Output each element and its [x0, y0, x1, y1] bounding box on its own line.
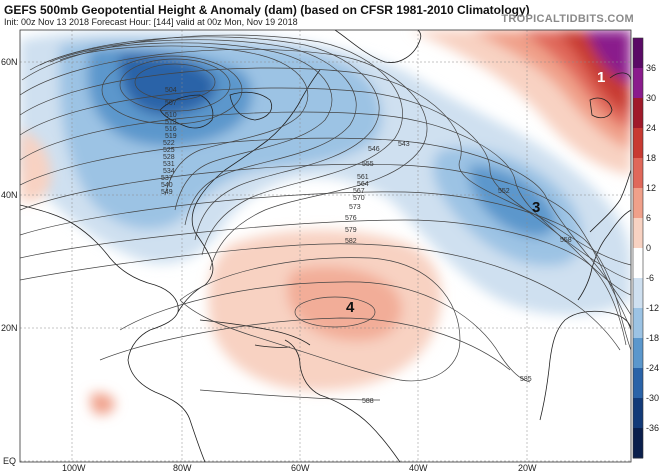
- marker-3: 3: [532, 199, 540, 216]
- contour-label-546: 546: [368, 146, 380, 153]
- contour-label-570: 570: [353, 195, 365, 202]
- colorbar-label: -18: [646, 333, 659, 343]
- height-contours: [20, 34, 631, 401]
- colorbar-swatch: [633, 68, 643, 99]
- colorbar-swatch: [633, 128, 643, 159]
- contour-label-552: 552: [498, 188, 510, 195]
- colorbar-swatch: [633, 428, 643, 459]
- contour-label-513: 513: [165, 119, 177, 126]
- lat-label-60n: 60N: [1, 57, 18, 67]
- colorbar-frame: [632, 37, 644, 459]
- colorbar-label: -30: [646, 393, 659, 403]
- colorbar-swatch: [633, 188, 643, 219]
- positive-anomaly-shading: [20, 30, 631, 415]
- contour-label-561: 561: [357, 174, 369, 181]
- longitude-labels: 100W 80W 60W 40W 20W: [62, 463, 537, 473]
- contour-label-510: 510: [165, 112, 177, 119]
- contour-label-534: 534: [163, 168, 175, 175]
- colorbar-label: 0: [646, 243, 651, 253]
- contour-label-528: 528: [163, 154, 175, 161]
- map-border: [19, 29, 632, 463]
- colorbar-swatch: [633, 158, 643, 189]
- contour-label-519: 519: [165, 133, 177, 140]
- colorbar-swatch: [633, 398, 643, 429]
- colorbar-label: -36: [646, 423, 659, 433]
- colorbar-swatch: [633, 278, 643, 309]
- contour-label-555: 555: [362, 161, 374, 168]
- contour-label-582: 582: [345, 238, 357, 245]
- contour-label-540: 540: [161, 182, 173, 189]
- contour-label-507: 507: [165, 100, 177, 107]
- colorbar-label: 36: [646, 63, 656, 73]
- colorbar-swatch: [633, 38, 643, 69]
- colorbar-label: 18: [646, 153, 656, 163]
- colorbar-label: 24: [646, 123, 656, 133]
- lon-label-80w: 80W: [173, 463, 192, 473]
- colorbar-label: 30: [646, 93, 656, 103]
- colorbar-swatch: [633, 368, 643, 399]
- contour-label-543: 543: [398, 141, 410, 148]
- contour-label-522: 522: [163, 140, 175, 147]
- colorbar-swatch: [633, 248, 643, 279]
- numbered-markers: 1 3 4: [346, 69, 605, 316]
- contour-label-576: 576: [345, 215, 357, 222]
- lon-label-100w: 100W: [62, 463, 86, 473]
- marker-4: 4: [346, 299, 355, 316]
- contour-label-585: 585: [520, 376, 532, 383]
- colorbar-label: -12: [646, 303, 659, 313]
- contour-label-504: 504: [165, 87, 177, 94]
- contour-label-579: 579: [345, 227, 357, 234]
- lon-label-20w: 20W: [518, 463, 537, 473]
- map-title: GEFS 500mb Geopotential Height & Anomaly…: [4, 3, 530, 17]
- contour-label-549: 549: [161, 189, 173, 196]
- colorbar-label: 6: [646, 213, 651, 223]
- colorbar-label: 12: [646, 183, 656, 193]
- contour-label-516: 516: [165, 126, 177, 133]
- contour-label-564: 564: [357, 181, 369, 188]
- colorbar-swatch: [633, 308, 643, 339]
- contour-label-567: 567: [353, 188, 365, 195]
- colorbar-swatch: [633, 338, 643, 369]
- contour-label-558: 558: [560, 237, 572, 244]
- lon-label-40w: 40W: [409, 463, 428, 473]
- colorbar: 36 30 24 18 12 6 0 -6 -12 -18 -24 -30 -36: [632, 37, 659, 459]
- contour-label-525: 525: [163, 147, 175, 154]
- negative-anomaly-shading: [20, 30, 631, 315]
- site-credit: TROPICALTIDBITS.COM: [501, 13, 634, 25]
- lat-lon-grid: [20, 30, 631, 462]
- lat-label-40n: 40N: [1, 190, 18, 200]
- colorbar-label: -6: [646, 273, 654, 283]
- marker-1: 1: [597, 69, 605, 86]
- contour-label-531: 531: [163, 161, 175, 168]
- map-subtitle: Init: 00z Nov 13 2018 Forecast Hour: [14…: [4, 17, 298, 27]
- lon-label-60w: 60W: [291, 463, 310, 473]
- contour-label-537: 537: [161, 175, 173, 182]
- contour-label-573: 573: [349, 204, 361, 211]
- latitude-labels: 60N 40N 20N EQ: [1, 57, 18, 466]
- lat-label-eq: EQ: [3, 456, 16, 466]
- lat-label-20n: 20N: [1, 323, 18, 333]
- coastlines: [20, 30, 631, 462]
- contour-label-588: 588: [362, 398, 374, 405]
- colorbar-swatch: [633, 98, 643, 129]
- colorbar-label: -24: [646, 363, 659, 373]
- colorbar-swatch: [633, 218, 643, 249]
- contour-labels: 504 507 510 513 516 519 522 525 528 531 …: [161, 87, 572, 405]
